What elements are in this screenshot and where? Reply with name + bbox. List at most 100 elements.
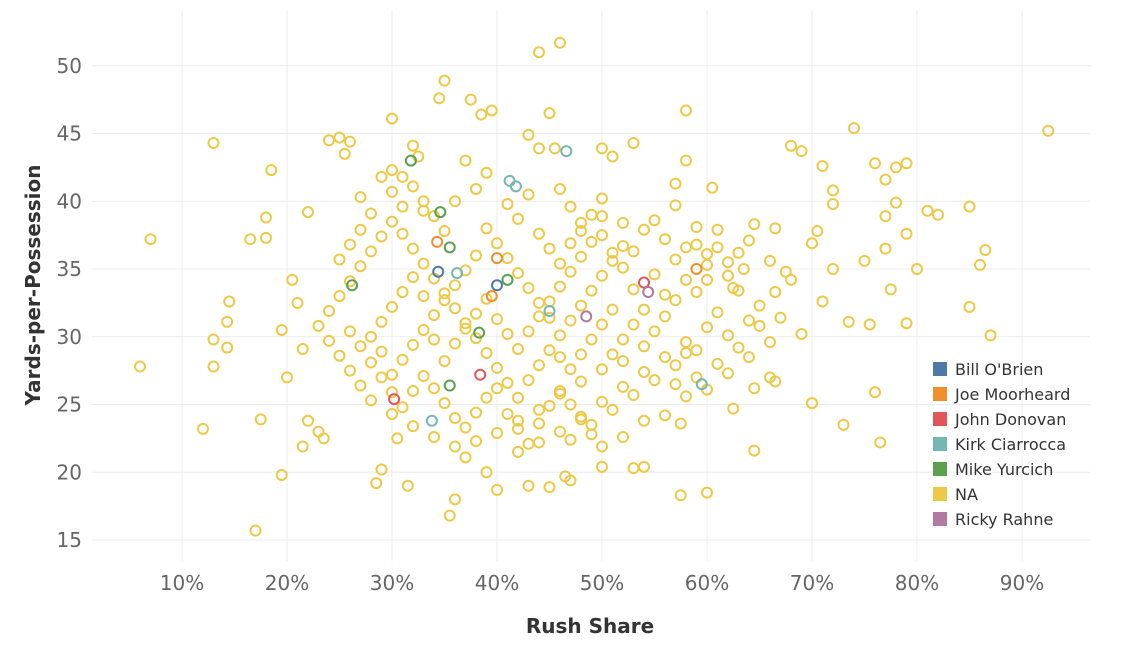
data-point <box>884 283 897 296</box>
data-point <box>522 374 535 387</box>
data-point <box>475 108 488 121</box>
data-point <box>522 281 535 294</box>
legend-item[interactable]: Kirk Ciarrocca <box>933 435 1066 454</box>
data-point <box>984 329 997 342</box>
data-point <box>743 234 755 247</box>
data-point <box>606 303 619 316</box>
x-tick-label: 60% <box>685 571 729 595</box>
legend-item[interactable]: NA <box>933 485 978 504</box>
data-point <box>785 273 797 286</box>
data-point <box>522 188 535 201</box>
legend-item[interactable]: Mike Yurcich <box>933 460 1053 479</box>
data-point <box>438 225 451 238</box>
data-point <box>365 394 377 407</box>
data-point <box>333 131 346 144</box>
data-point <box>890 161 902 174</box>
data-point <box>501 407 514 420</box>
y-tick-label: 25 <box>57 393 82 417</box>
legend-swatch <box>933 487 947 501</box>
data-point <box>459 317 472 330</box>
data-point <box>509 180 522 193</box>
legend-item[interactable]: Joe Moorheard <box>933 385 1070 404</box>
data-point <box>806 397 818 410</box>
data-point <box>451 267 464 280</box>
data-point <box>764 254 776 267</box>
data-point <box>706 181 719 194</box>
data-point <box>501 197 514 210</box>
data-point <box>690 344 703 357</box>
data-point <box>533 46 545 59</box>
data-point <box>388 393 401 406</box>
data-point <box>606 403 619 416</box>
data-point <box>533 359 545 372</box>
y-tick-label: 20 <box>57 460 82 484</box>
data-point <box>900 157 913 170</box>
legend-label: Mike Yurcich <box>955 460 1053 479</box>
data-point <box>680 241 692 254</box>
legend-label: Kirk Ciarrocca <box>955 435 1066 454</box>
data-point <box>879 242 892 255</box>
y-axis-ticks: 15 20 25 30 35 40 45 50 <box>57 54 82 552</box>
data-point <box>491 483 503 496</box>
data-point <box>323 305 335 318</box>
data-point <box>564 200 577 213</box>
data-point <box>417 290 430 303</box>
legend-swatch <box>933 437 947 451</box>
data-point <box>743 351 755 364</box>
legend[interactable]: Bill O'Brien Joe Moorheard John Donovan Kir… <box>933 360 1070 529</box>
data-point <box>512 391 524 404</box>
data-point <box>346 279 359 292</box>
legend-item[interactable]: John Donovan <box>933 410 1066 429</box>
data-point <box>837 418 850 431</box>
data-point <box>638 365 650 378</box>
data-point <box>617 216 629 229</box>
data-point <box>638 460 650 473</box>
data-point <box>680 336 692 349</box>
data-point <box>286 273 299 286</box>
data-point <box>737 263 750 275</box>
data-point <box>774 311 787 324</box>
data-point <box>596 318 608 331</box>
data-point <box>470 406 482 419</box>
data-point <box>727 402 740 415</box>
data-point <box>407 271 419 284</box>
data-point <box>391 432 404 445</box>
data-point <box>438 74 451 87</box>
data-point <box>596 440 608 453</box>
data-point <box>795 328 808 341</box>
x-tick-label: 30% <box>370 571 414 595</box>
data-point <box>443 509 456 522</box>
data-point <box>491 252 503 265</box>
data-point <box>638 223 650 236</box>
data-point <box>386 215 398 228</box>
x-tick-label: 20% <box>265 571 309 595</box>
data-point <box>748 382 761 395</box>
data-point <box>669 359 682 372</box>
data-point <box>474 368 487 381</box>
data-point <box>932 208 944 221</box>
data-point <box>674 489 687 502</box>
data-point <box>501 252 514 265</box>
data-point <box>585 208 598 221</box>
data-point <box>769 222 782 235</box>
data-point <box>764 371 776 384</box>
data-point <box>554 36 566 49</box>
data-point <box>795 145 808 158</box>
data-point <box>680 273 692 286</box>
data-point <box>627 462 640 475</box>
data-point <box>317 432 330 445</box>
data-point <box>816 160 829 173</box>
y-tick-label: 15 <box>57 528 82 552</box>
data-point <box>722 269 734 282</box>
legend-item[interactable]: Bill O'Brien <box>933 360 1043 379</box>
legend-item[interactable]: Ricky Rahne <box>933 510 1053 529</box>
data-point <box>265 164 278 177</box>
data-point <box>432 265 445 278</box>
x-axis-ticks: 10% 20% 30% 40% 50% 60% 70% 80% 90% <box>160 571 1044 595</box>
data-point <box>564 237 577 250</box>
data-point <box>585 428 598 441</box>
data-point <box>533 296 545 309</box>
data-point <box>753 299 766 312</box>
data-point <box>575 348 587 361</box>
data-point <box>722 367 734 380</box>
